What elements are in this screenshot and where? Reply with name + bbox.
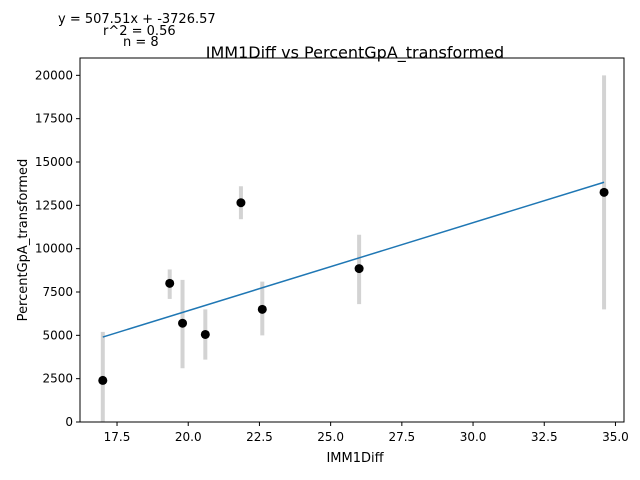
y-tick-label: 12500 [35, 198, 73, 212]
chart-title: IMM1Diff vs PercentGpA_transformed [206, 43, 504, 63]
r-squared-annotation: r^2 = 0.56 [103, 24, 176, 39]
x-tick-label: 35.0 [602, 430, 629, 444]
y-axis: 0 2500 5000 7500 10000 12500 15000 17500 20000 [35, 68, 80, 429]
data-point [354, 264, 364, 274]
data-point [599, 187, 609, 197]
x-tick-label: 25.0 [317, 430, 344, 444]
sample-size-annotation: n = 8 [123, 35, 159, 50]
y-tick-label: 7500 [42, 285, 73, 299]
plot-area [98, 75, 609, 422]
data-point [200, 329, 210, 339]
x-tick-label: 22.5 [246, 430, 273, 444]
data-point [236, 198, 246, 208]
plot-frame [79, 57, 625, 423]
x-tick-label: 27.5 [388, 430, 415, 444]
x-axis-label: IMM1Diff [326, 451, 384, 466]
x-axis: 17.5 20.0 22.5 25.0 27.5 30.0 32.5 35.0 [104, 422, 629, 444]
fit-line [102, 181, 605, 338]
data-point [165, 278, 175, 288]
y-tick-label: 10000 [35, 242, 73, 256]
y-tick-label: 20000 [35, 68, 73, 82]
x-tick-label: 30.0 [460, 430, 487, 444]
data-point [257, 304, 267, 314]
y-tick-label: 0 [65, 415, 73, 429]
x-tick-label: 20.0 [175, 430, 202, 444]
data-point [98, 375, 108, 385]
y-tick-label: 2500 [42, 372, 73, 386]
y-tick-label: 15000 [35, 155, 73, 169]
data-point [178, 318, 188, 328]
x-tick-label: 17.5 [104, 430, 131, 444]
x-tick-label: 32.5 [531, 430, 558, 444]
y-axis-label: PercentGpA_transformed [16, 159, 31, 322]
y-tick-label: 17500 [35, 112, 73, 126]
fit-equation-annotation: y = 507.51x + -3726.57 [58, 12, 216, 27]
y-tick-label: 5000 [42, 328, 73, 342]
